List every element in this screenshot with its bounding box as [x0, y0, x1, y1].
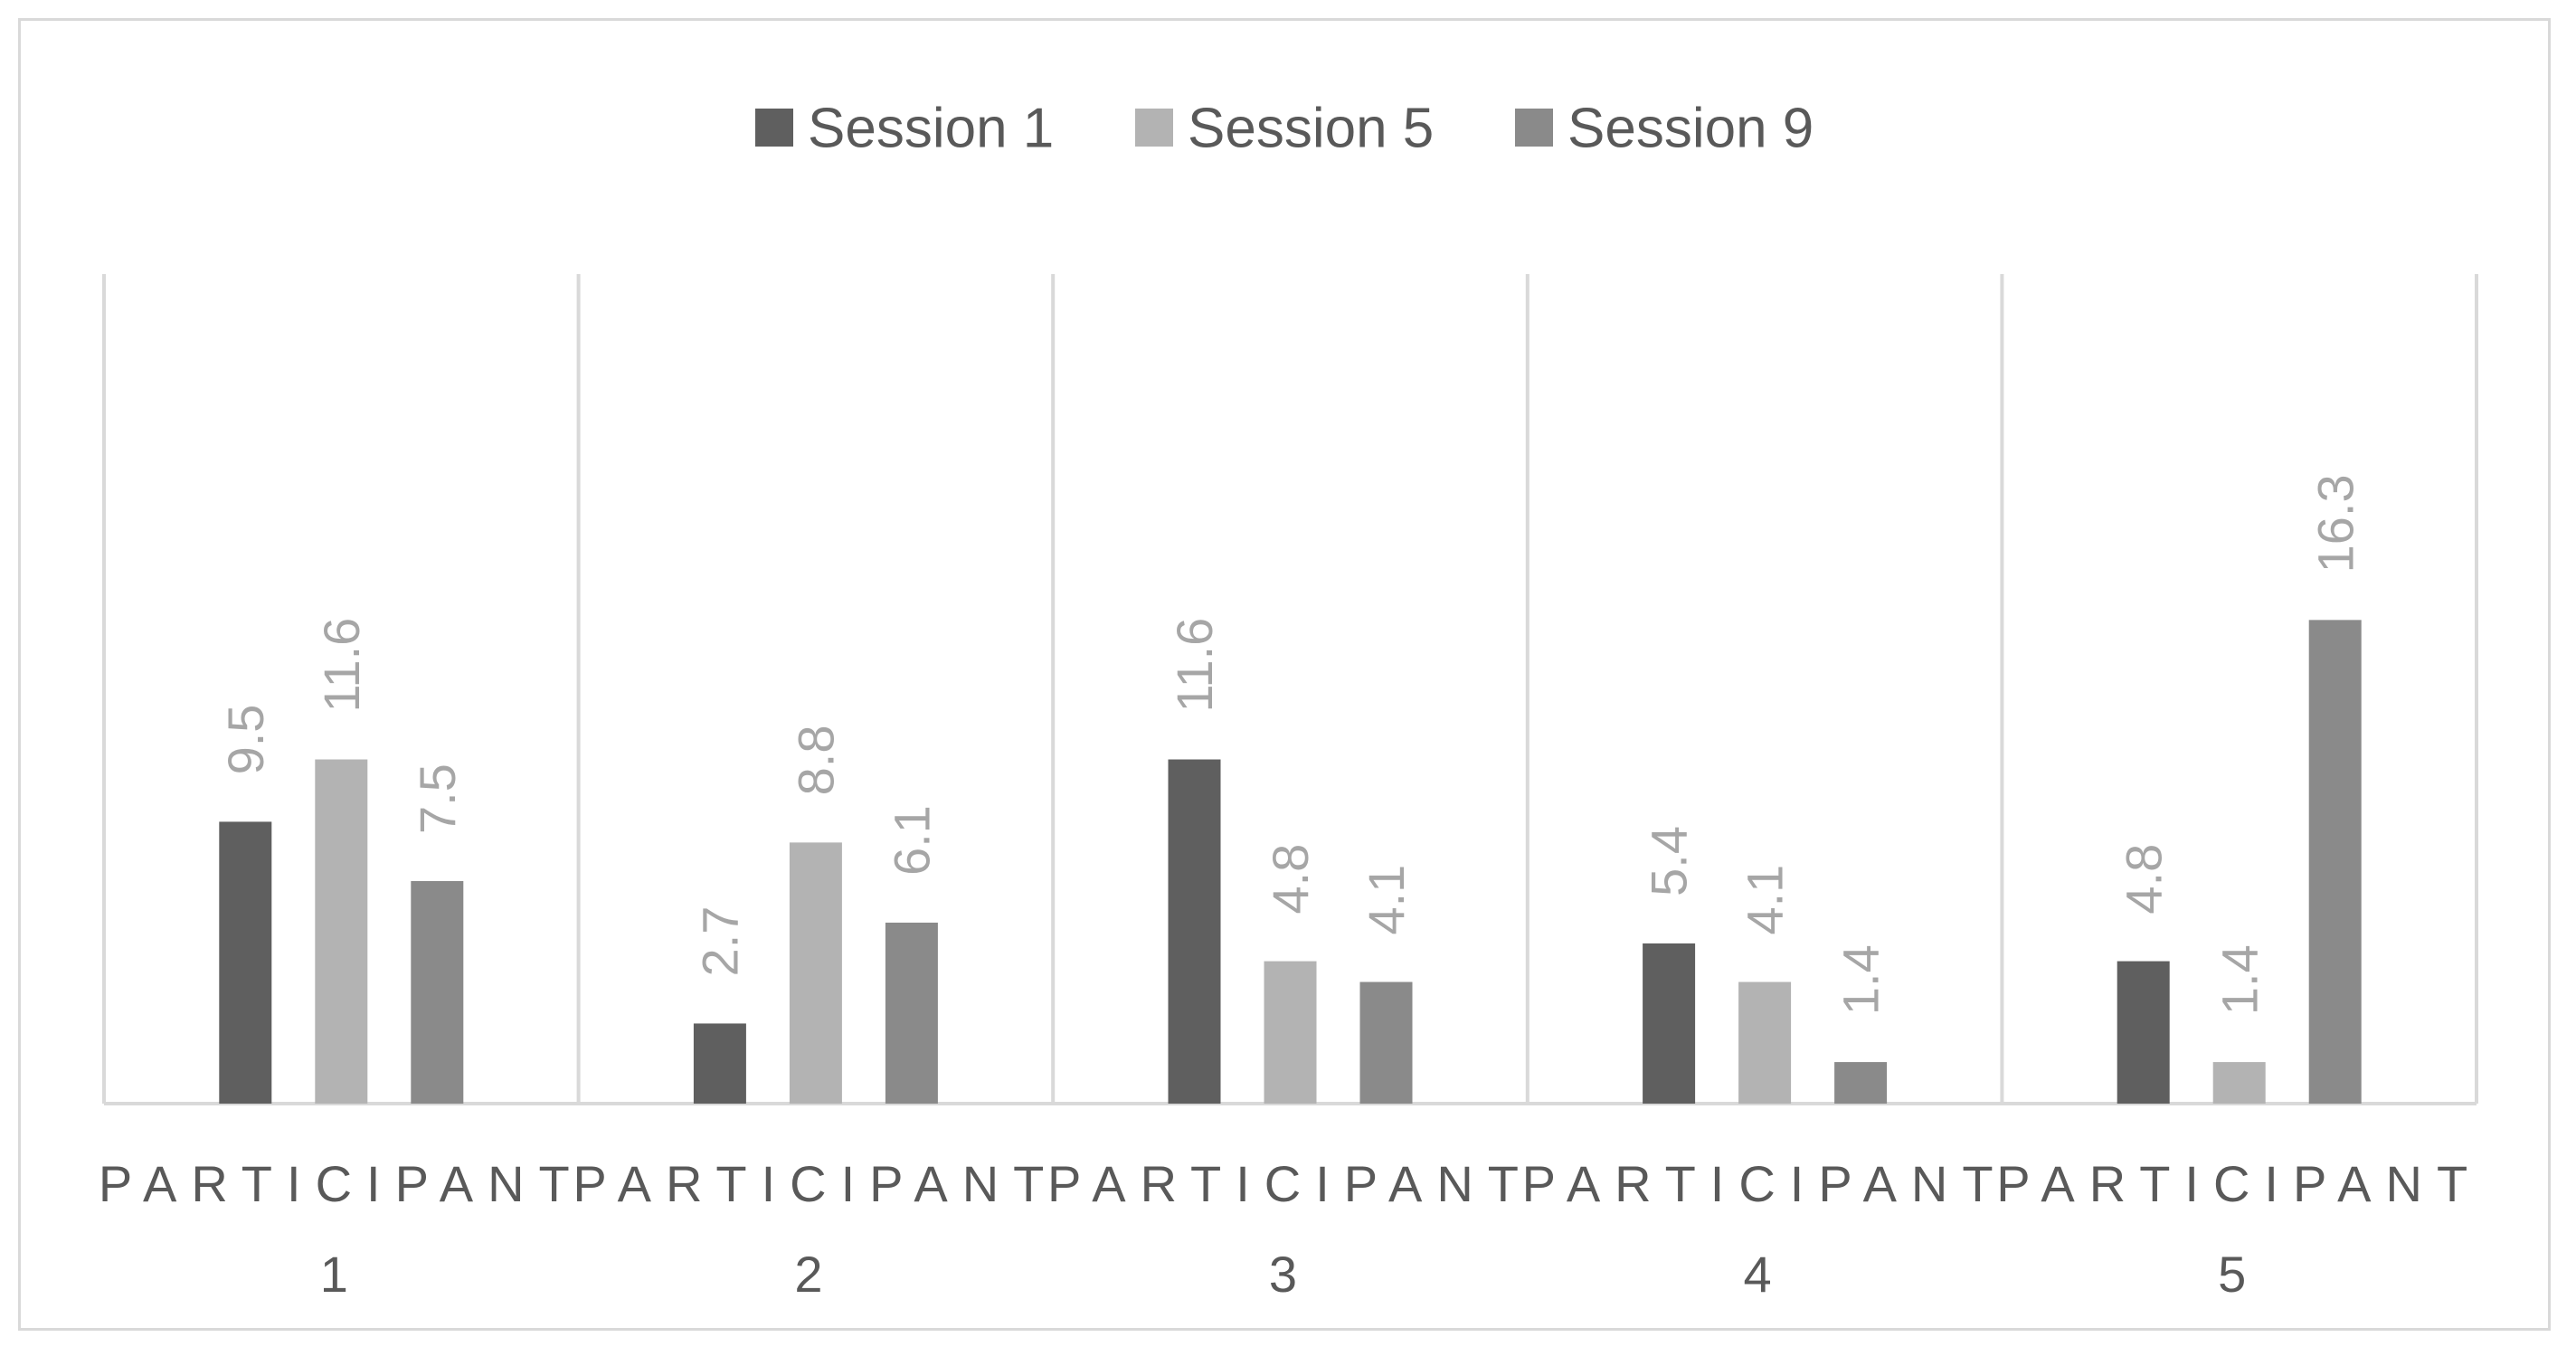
- bar-series2-cat1: [315, 759, 368, 1104]
- data-label: 2.7: [692, 906, 749, 977]
- category-label: 1: [320, 1246, 363, 1303]
- data-label: 4.1: [1358, 865, 1415, 935]
- data-label: 16.3: [2306, 474, 2363, 573]
- data-label: 5.4: [1641, 826, 1698, 896]
- bar-series2-cat4: [1738, 981, 1792, 1104]
- data-label: 9.5: [217, 705, 274, 775]
- data-label: 1.4: [2211, 944, 2268, 1015]
- data-label: 11.6: [1166, 618, 1223, 713]
- category-label: PARTICIPANT: [1522, 1155, 2008, 1212]
- bar-series1-cat1: [219, 821, 272, 1104]
- category-label: 4: [1744, 1246, 1786, 1303]
- legend-label: Session 5: [1188, 98, 1434, 160]
- data-label: 4.1: [1737, 865, 1794, 935]
- legend-swatch: [1515, 109, 1553, 147]
- bar-series1-cat2: [693, 1023, 746, 1104]
- legend-label: Session 9: [1567, 98, 1814, 160]
- category-label: 5: [2218, 1246, 2260, 1303]
- bar-series1-cat5: [2117, 961, 2170, 1104]
- data-label: 1.4: [1833, 944, 1889, 1015]
- bar-series2-cat3: [1264, 961, 1317, 1104]
- legend-label: Session 1: [808, 98, 1054, 160]
- bar-series3-cat3: [1359, 981, 1413, 1104]
- bar-series3-cat2: [885, 922, 938, 1104]
- category-label: PARTICIPANT: [1047, 1155, 1533, 1212]
- data-label: 6.1: [884, 805, 941, 876]
- legend-swatch: [755, 109, 793, 147]
- bar-series1-cat4: [1643, 943, 1696, 1104]
- bar-series1-cat3: [1168, 759, 1221, 1104]
- category-label: 3: [1269, 1246, 1312, 1303]
- category-label: 2: [794, 1246, 837, 1303]
- data-label: 11.6: [313, 618, 370, 713]
- data-label: 4.8: [2115, 844, 2172, 915]
- data-label: 7.5: [409, 763, 466, 834]
- bar-series2-cat2: [789, 842, 842, 1104]
- category-label: PARTICIPANT: [1996, 1155, 2482, 1212]
- bar-series3-cat4: [1834, 1062, 1888, 1104]
- data-label: 4.8: [1262, 844, 1319, 915]
- bar-chart: 9.5 2.7 11.6 5.4 4.8 11.6 8.8 4.8 4.1 1.4 7.5 6.1 4.…: [99, 98, 2482, 1303]
- legend-swatch: [1135, 109, 1173, 147]
- category-label: PARTICIPANT: [99, 1155, 584, 1212]
- chart-frame: 9.5 2.7 11.6 5.4 4.8 11.6 8.8 4.8 4.1 1.4 7.5 6.1 4.…: [18, 18, 2551, 1331]
- bar-series3-cat1: [411, 881, 464, 1104]
- bar-series2-cat5: [2212, 1062, 2266, 1104]
- bar-series3-cat5: [2308, 620, 2362, 1104]
- data-label: 8.8: [788, 725, 845, 796]
- category-label: PARTICIPANT: [573, 1155, 1058, 1212]
